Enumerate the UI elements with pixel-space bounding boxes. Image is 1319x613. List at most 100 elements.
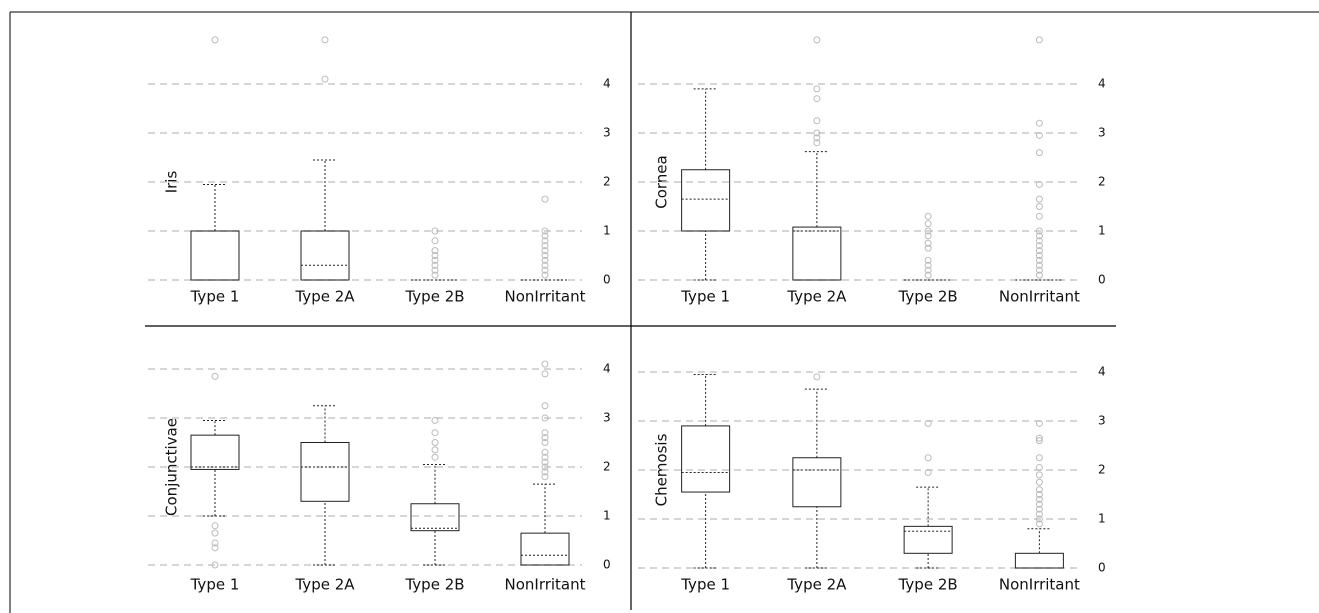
y-tick-label: 4 bbox=[1098, 77, 1106, 91]
y-tick-label: 3 bbox=[603, 126, 611, 140]
outlier bbox=[541, 237, 549, 245]
y-tick-label: 4 bbox=[1098, 365, 1106, 379]
outlier bbox=[431, 439, 439, 446]
outlier bbox=[321, 36, 329, 44]
outlier bbox=[541, 458, 549, 466]
outlier bbox=[431, 256, 439, 264]
outlier bbox=[1035, 510, 1043, 518]
x-tick-label: Type 2B bbox=[898, 288, 958, 306]
outlier bbox=[211, 522, 219, 530]
y-axis-label: Chemosis bbox=[653, 433, 671, 506]
box bbox=[681, 169, 731, 232]
outlier bbox=[1035, 203, 1043, 210]
outlier bbox=[1035, 495, 1043, 503]
outlier bbox=[541, 402, 549, 410]
box bbox=[792, 457, 842, 508]
outlier bbox=[1035, 36, 1043, 44]
outlier bbox=[1035, 256, 1043, 264]
y-tick-label: 1 bbox=[1098, 224, 1106, 238]
y-tick-label: 2 bbox=[603, 460, 611, 474]
outlier bbox=[541, 227, 549, 235]
outlier bbox=[541, 195, 549, 203]
x-tick-label: NonIrritant bbox=[999, 288, 1080, 306]
outlier bbox=[1035, 195, 1043, 203]
outlier bbox=[924, 419, 932, 427]
outlier bbox=[813, 36, 821, 44]
outlier bbox=[541, 370, 549, 378]
y-tick-label: 1 bbox=[1098, 512, 1106, 526]
outlier bbox=[211, 36, 219, 44]
outlier bbox=[541, 448, 549, 456]
outlier bbox=[321, 75, 329, 83]
y-tick-label: 1 bbox=[603, 509, 611, 523]
outlier bbox=[813, 373, 821, 381]
outlier bbox=[541, 242, 549, 250]
x-tick-label: Type 2A bbox=[786, 288, 847, 306]
outlier bbox=[1035, 271, 1043, 279]
outlier bbox=[431, 271, 439, 279]
y-tick-label: 3 bbox=[1098, 414, 1106, 428]
outlier bbox=[541, 271, 549, 279]
outlier bbox=[1035, 505, 1043, 513]
x-tick-label: Type 2A bbox=[786, 576, 847, 594]
outlier bbox=[431, 266, 439, 274]
box bbox=[520, 532, 570, 566]
outlier bbox=[541, 468, 549, 476]
x-tick-label: Type 2B bbox=[404, 288, 464, 306]
outlier bbox=[541, 232, 549, 240]
outlier bbox=[924, 454, 932, 462]
outlier bbox=[1035, 131, 1043, 139]
outlier bbox=[813, 139, 821, 147]
outlier bbox=[813, 134, 821, 142]
y-tick-label: 0 bbox=[1098, 561, 1106, 575]
y-tick-label: 0 bbox=[603, 558, 611, 572]
y-tick-label: 1 bbox=[603, 224, 611, 238]
outlier bbox=[1035, 180, 1043, 188]
x-tick-label: Type 2B bbox=[898, 576, 958, 594]
outlier bbox=[541, 453, 549, 461]
outlier bbox=[924, 468, 932, 476]
outlier bbox=[541, 261, 549, 269]
outlier bbox=[1035, 232, 1043, 240]
outlier bbox=[1035, 478, 1043, 486]
outlier bbox=[924, 227, 932, 235]
outlier bbox=[431, 416, 439, 424]
outlier bbox=[924, 239, 932, 247]
outlier bbox=[924, 232, 932, 240]
box bbox=[1014, 552, 1064, 569]
outlier bbox=[541, 360, 549, 368]
outlier bbox=[541, 252, 549, 259]
outlier bbox=[1035, 464, 1043, 472]
outlier bbox=[211, 529, 219, 537]
outlier bbox=[211, 561, 219, 569]
outlier bbox=[813, 129, 821, 137]
outlier bbox=[431, 237, 439, 245]
outlier bbox=[541, 473, 549, 481]
outlier bbox=[1035, 491, 1043, 498]
outlier bbox=[431, 252, 439, 259]
outlier bbox=[431, 247, 439, 255]
outlier bbox=[541, 256, 549, 264]
outlier bbox=[813, 117, 821, 125]
box bbox=[903, 525, 953, 554]
box bbox=[792, 226, 842, 281]
outlier bbox=[1035, 227, 1043, 235]
outlier bbox=[541, 429, 549, 437]
outlier bbox=[431, 453, 439, 461]
outlier bbox=[541, 266, 549, 274]
outlier bbox=[813, 95, 821, 103]
x-tick-label: Type 1 bbox=[190, 576, 240, 594]
y-axis-label: Conjunctivae bbox=[163, 418, 181, 516]
outlier bbox=[211, 544, 219, 552]
box bbox=[190, 434, 240, 470]
y-tick-label: 2 bbox=[1098, 463, 1106, 477]
box bbox=[190, 230, 240, 281]
outlier bbox=[924, 220, 932, 228]
x-tick-label: Type 2A bbox=[294, 288, 355, 306]
outlier bbox=[1035, 520, 1043, 528]
outlier bbox=[211, 372, 219, 380]
x-tick-label: NonIrritant bbox=[504, 288, 585, 306]
x-tick-label: Type 2A bbox=[294, 576, 355, 594]
outlier bbox=[924, 256, 932, 264]
